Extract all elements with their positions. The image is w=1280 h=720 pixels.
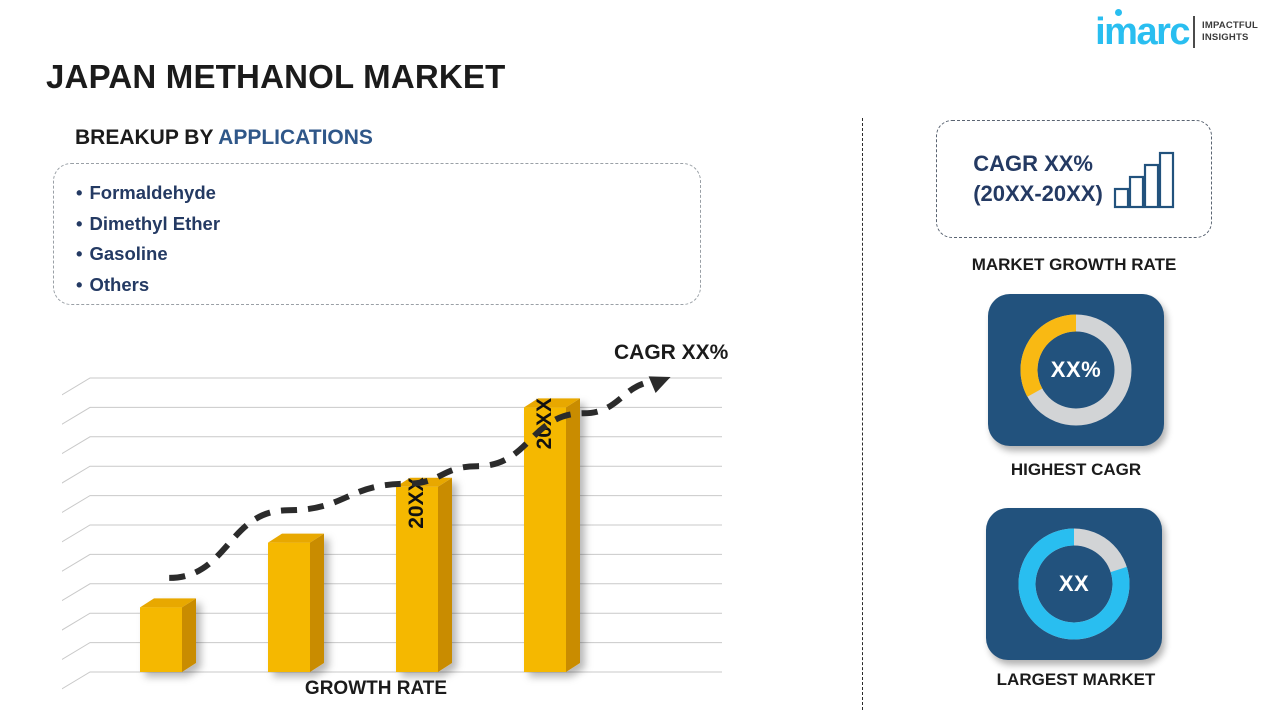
cagr-period: (20XX-20XX): [973, 181, 1103, 206]
bullet-icon: •: [76, 273, 83, 295]
bullet-icon: •: [76, 243, 83, 264]
logo-tagline-line1: IMPACTFUL: [1202, 20, 1258, 31]
growth-rate-bar-chart: 20XX 20XX: [62, 330, 752, 720]
section-title-accent: APPLICATIONS: [218, 126, 373, 149]
list-item-label: Gasoline: [89, 243, 168, 264]
cagr-trend-label: CAGR XX%: [614, 341, 729, 364]
page-title: JAPAN METHANOL MARKET: [46, 58, 506, 95]
highest-cagr-value: XX%: [1050, 357, 1102, 382]
list-item: • Others: [76, 270, 700, 301]
list-item-label: Others: [89, 273, 150, 295]
largest-market-donut-icon: [1018, 528, 1130, 640]
imarc-logo: imarc IMPACTFUL INSIGHTS: [1095, 9, 1258, 53]
bullet-icon: •: [76, 212, 83, 234]
market-growth-rate-box: CAGR XX% (20XX-20XX): [936, 120, 1212, 238]
largest-market-caption: LARGEST MARKET: [996, 670, 1156, 689]
largest-market-value: XX: [1058, 571, 1090, 596]
cagr-value: CAGR XX%: [973, 151, 1093, 176]
svg-text:20XX: 20XX: [405, 477, 428, 528]
market-growth-rate-caption: MARKET GROWTH RATE: [971, 255, 1177, 274]
logo-divider: [1193, 16, 1196, 48]
section-title: BREAKUP BY APPLICATIONS: [75, 126, 373, 150]
highest-cagr-donut-icon: [1020, 314, 1132, 426]
highest-cagr-caption: HIGHEST CAGR: [1010, 460, 1142, 479]
largest-market-tile: XX: [986, 508, 1162, 660]
logo-tagline-line2: INSIGHTS: [1202, 32, 1249, 43]
list-item: • Dimethyl Ether: [76, 209, 700, 240]
applications-list-box: • Formaldehyde • Dimethyl Ether • Gasoline …: [53, 163, 701, 305]
bar-chart-icon: [1113, 151, 1174, 209]
highest-cagr-tile: XX%: [988, 294, 1164, 446]
list-item: • Formaldehyde: [76, 178, 700, 209]
bullet-icon: •: [76, 182, 83, 203]
logo-tagline: IMPACTFUL INSIGHTS: [1202, 20, 1258, 44]
chart-x-axis-label: GROWTH RATE: [304, 678, 448, 699]
market-growth-rate-text: CAGR XX% (20XX-20XX): [973, 149, 1103, 209]
list-item: • Gasoline: [76, 239, 700, 270]
logo-wordmark: imarc: [1095, 11, 1190, 53]
list-item-label: Formaldehyde: [89, 182, 216, 203]
list-item-label: Dimethyl Ether: [89, 212, 221, 234]
panel-divider: [862, 118, 863, 710]
section-title-prefix: BREAKUP BY: [75, 126, 219, 149]
logo-dot-icon: [1115, 9, 1123, 16]
